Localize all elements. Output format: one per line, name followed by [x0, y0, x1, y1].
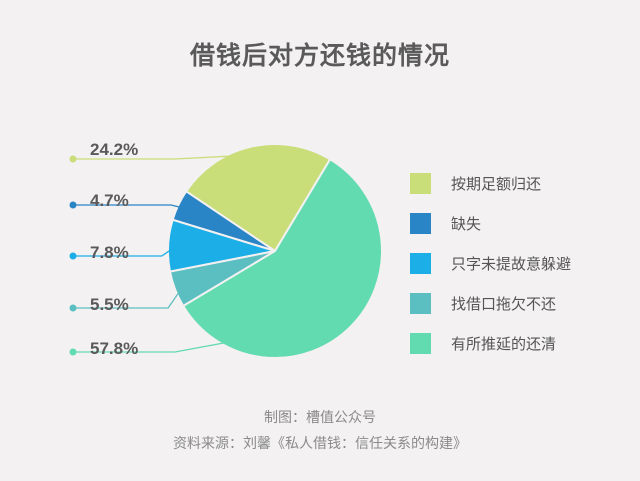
leader-dot — [69, 155, 77, 163]
legend-item: 有所推延的还清 — [410, 323, 571, 363]
leader-line — [73, 204, 187, 210]
data-label: 5.5% — [90, 295, 129, 314]
leader-line — [73, 320, 345, 353]
data-label: 7.8% — [90, 243, 129, 262]
leader-dot — [69, 304, 77, 312]
legend-label: 找借口拖欠不还 — [451, 294, 557, 313]
footer-source: 资料来源：刘馨《私人借钱：信任关系的构建》 — [173, 436, 467, 452]
legend-label: 有所推延的还清 — [451, 334, 557, 353]
legend-swatch — [410, 332, 431, 354]
legend-swatch — [410, 252, 431, 274]
pie-slice — [184, 143, 332, 253]
legend-item: 找借口拖欠不还 — [410, 283, 571, 323]
leader-dot — [69, 348, 77, 356]
legend-item: 按期足额归还 — [410, 163, 571, 203]
legend-swatch — [410, 172, 431, 194]
legend-item: 只字未提故意躲避 — [410, 243, 571, 283]
leader-dot — [69, 252, 77, 260]
legend-swatch — [410, 292, 431, 314]
leader-line — [73, 245, 178, 257]
data-label: 4.7% — [90, 191, 129, 210]
legend-label: 只字未提故意躲避 — [451, 254, 572, 273]
leader-line — [73, 285, 184, 309]
legend: 按期足额归还 缺失只字未提故意躲避 找借口拖欠不还 有所推延的还清 — [410, 163, 571, 363]
leader-line — [73, 154, 254, 160]
leader-dot — [69, 201, 77, 209]
legend-label: 按期足额归还 — [451, 174, 542, 193]
data-label: 24.2% — [90, 140, 138, 159]
data-label: 57.8% — [90, 339, 138, 358]
legend-item: 缺失 — [410, 203, 571, 243]
chart-title: 借钱后对方还钱的情况 — [189, 41, 450, 70]
footer-credit: 制图：槽值公众号 — [264, 410, 376, 426]
legend-label: 缺失 — [451, 214, 482, 233]
legend-swatch — [410, 212, 431, 234]
